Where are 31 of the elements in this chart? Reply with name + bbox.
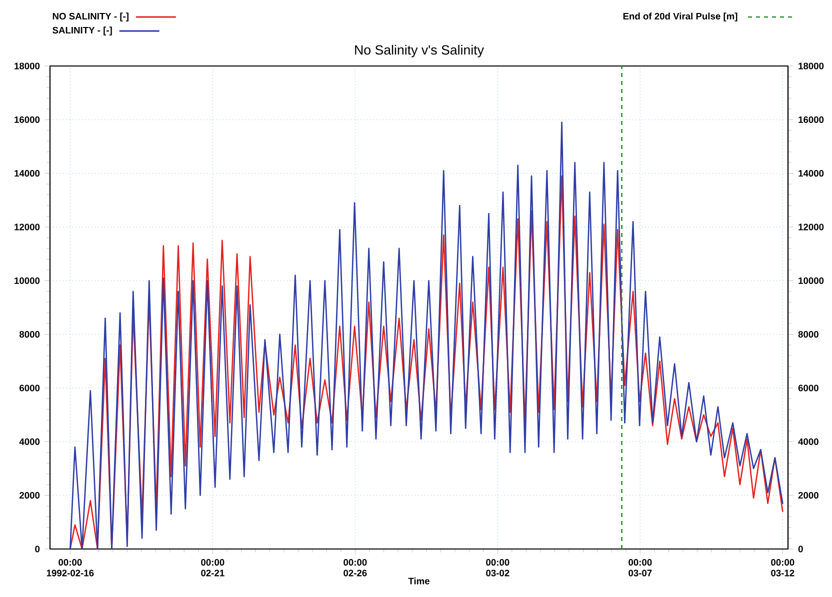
y-tick-label: 4000	[19, 438, 40, 445]
x-tick-label: 00:00 03-12	[771, 559, 794, 576]
legend-label: SALINITY - [-]	[52, 26, 112, 36]
y2-tick-label: 12000	[798, 224, 824, 230]
y-tick-label: 12000	[14, 224, 40, 230]
y2-tick-label: 6000	[798, 384, 818, 392]
x-tick-label: 00:00 1992-02-16	[46, 559, 94, 576]
y-tick-label: 2000	[20, 492, 40, 499]
y2-tick-label: 16000	[798, 116, 824, 123]
y-tick-label: 16000	[14, 116, 40, 123]
y2-tick-label: 4000	[798, 438, 818, 445]
y-tick-label: 14000	[14, 170, 40, 177]
legend-label: NO SALINITY - [-]	[52, 12, 128, 22]
y2-tick-label: 10000	[798, 277, 824, 284]
y2-tick-label: 2000	[798, 492, 818, 499]
x-tick-label: 00:00 02-26	[344, 559, 367, 576]
y2-tick-label: 14000	[798, 170, 824, 177]
y2-tick-label: 18000	[798, 62, 824, 70]
chart-title: No Salinity v's Salinity	[355, 44, 484, 58]
x-tick-label: 00:00 03-02	[486, 559, 510, 576]
x-tick-label: 00:00 02-21	[201, 559, 224, 576]
y-tick-label: 18000	[14, 62, 40, 70]
y-tick-label: 6000	[20, 384, 40, 392]
legend-label: End of 20d Viral Pulse [m]	[623, 12, 738, 22]
y2-tick-label: 0	[798, 546, 803, 552]
x-tick-label: 00:00 03-07	[628, 559, 652, 576]
y2-tick-label: 8000	[798, 331, 818, 338]
x-axis-title: Time	[408, 577, 430, 584]
y-tick-label: 0	[35, 546, 40, 552]
y-tick-label: 10000	[14, 277, 40, 284]
y-tick-label: 8000	[19, 331, 40, 338]
